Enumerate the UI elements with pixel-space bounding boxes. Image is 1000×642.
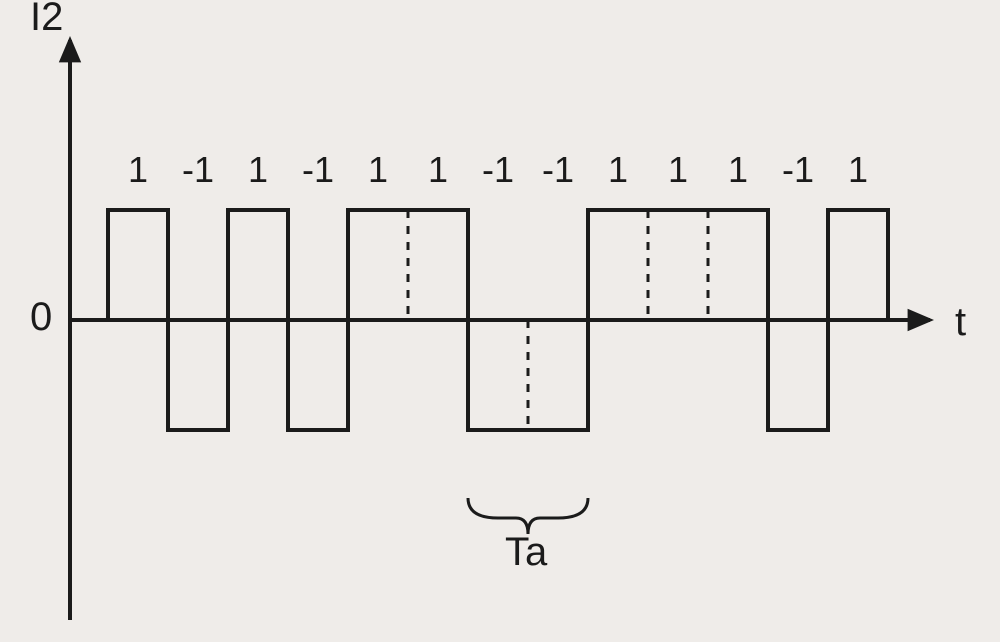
zero-label: 0 [30,295,52,339]
sequence-value-label: 1 [248,149,268,190]
sequence-value-label: 1 [728,149,748,190]
sequence-value-label: 1 [668,149,688,190]
sequence-value-label: 1 [128,149,148,190]
sequence-value-label: -1 [182,149,214,190]
x-axis-label: t [955,300,966,344]
sequence-value-label: -1 [482,149,514,190]
sequence-value-label: -1 [542,149,574,190]
sequence-value-label: 1 [848,149,868,190]
sequence-value-label: 1 [368,149,388,190]
sequence-value-label: -1 [782,149,814,190]
ta-label: Ta [505,530,548,574]
sequence-value-label: 1 [428,149,448,190]
sequence-value-label: -1 [302,149,334,190]
sequence-value-label: 1 [608,149,628,190]
y-axis-label: I2 [30,0,63,39]
